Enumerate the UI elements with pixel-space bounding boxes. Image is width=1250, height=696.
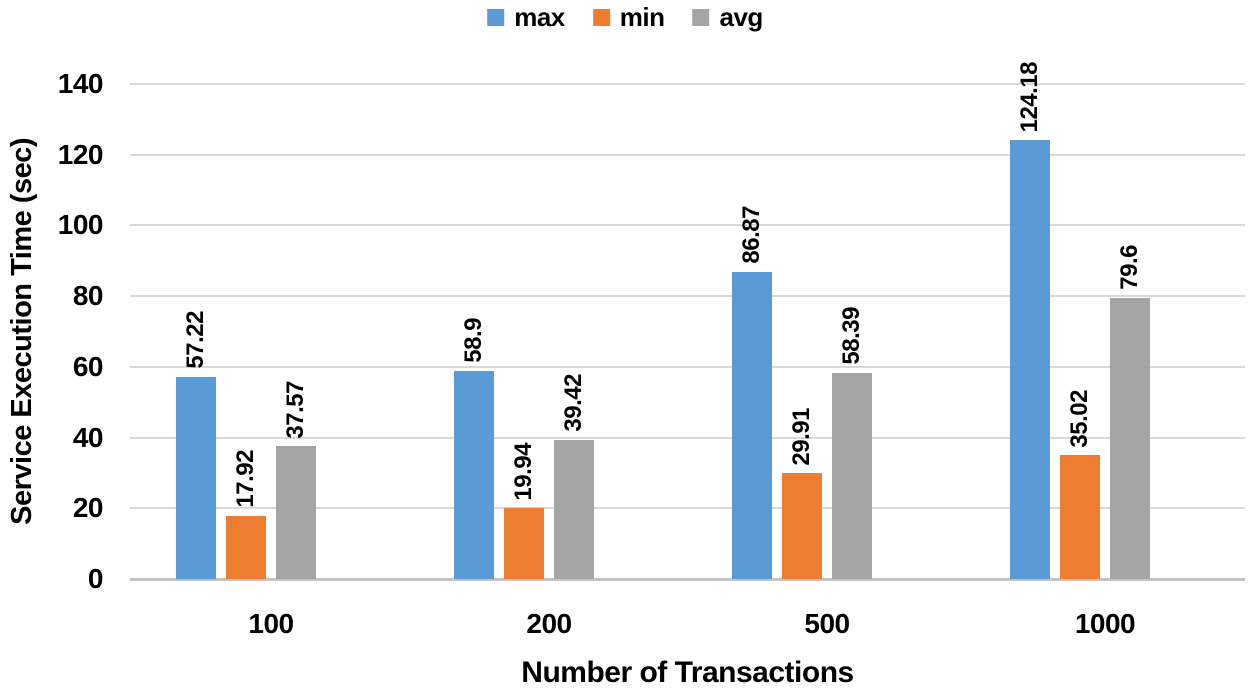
y-tick-label: 20 xyxy=(72,492,104,524)
legend-label-avg: avg xyxy=(719,2,763,32)
value-label-min: 29.91 xyxy=(788,407,815,466)
gridline xyxy=(130,224,1245,227)
bar-min xyxy=(504,508,544,579)
legend-label-max: max xyxy=(514,2,565,32)
chart-legend: max min avg xyxy=(487,2,763,33)
y-tick-label: 0 xyxy=(87,563,104,594)
bar-avg xyxy=(554,439,594,579)
category-label: 500 xyxy=(804,608,850,639)
value-label-min: 17.92 xyxy=(232,450,259,508)
bar-max xyxy=(176,376,216,579)
value-label-avg: 79.6 xyxy=(1116,244,1143,290)
legend-label-min: min xyxy=(619,2,665,32)
value-label-avg: 58.39 xyxy=(838,307,865,365)
bar-max xyxy=(454,370,494,579)
y-tick-label: 120 xyxy=(57,138,104,170)
bar-avg xyxy=(832,372,872,579)
gridline xyxy=(130,365,1245,368)
gridline xyxy=(130,507,1245,510)
y-tick-label: 40 xyxy=(72,421,104,453)
legend-swatch-min-icon xyxy=(592,9,610,26)
category-label: 100 xyxy=(248,608,294,639)
y-tick-label: 100 xyxy=(57,209,104,241)
value-label-min: 35.02 xyxy=(1066,389,1093,448)
legend-item-avg: avg xyxy=(692,2,763,33)
gridline xyxy=(130,436,1245,439)
bar-min xyxy=(782,473,822,579)
gridline xyxy=(130,295,1245,298)
y-tick-label: 140 xyxy=(57,68,104,99)
x-axis-line xyxy=(130,578,1245,581)
y-tick-label: 60 xyxy=(72,350,104,382)
legend-item-max: max xyxy=(487,2,565,33)
value-label-avg: 37.57 xyxy=(282,380,309,439)
category-label: 1000 xyxy=(1074,608,1136,639)
legend-swatch-avg-icon xyxy=(692,9,710,26)
value-label-avg: 39.42 xyxy=(560,374,587,432)
value-label-min: 19.94 xyxy=(510,442,537,501)
bar-max xyxy=(732,271,772,579)
category-label: 200 xyxy=(526,608,572,639)
bar-max xyxy=(1010,139,1050,579)
y-tick-label: 80 xyxy=(72,280,104,312)
bar-min xyxy=(226,515,266,579)
value-label-max: 86.87 xyxy=(738,206,765,264)
value-label-max: 57.22 xyxy=(182,311,209,369)
value-label-max: 124.18 xyxy=(1016,61,1043,132)
legend-swatch-max-icon xyxy=(487,9,505,26)
bar-avg xyxy=(1110,297,1150,579)
legend-item-min: min xyxy=(592,2,665,33)
y-axis-title: Service Execution Time (sec) xyxy=(5,138,38,525)
bar-min xyxy=(1060,455,1100,579)
value-label-max: 58.9 xyxy=(460,318,487,363)
gridline xyxy=(130,153,1245,156)
x-axis-title: Number of Transactions xyxy=(521,656,854,689)
bar-avg xyxy=(276,446,316,579)
gridline xyxy=(130,83,1245,85)
